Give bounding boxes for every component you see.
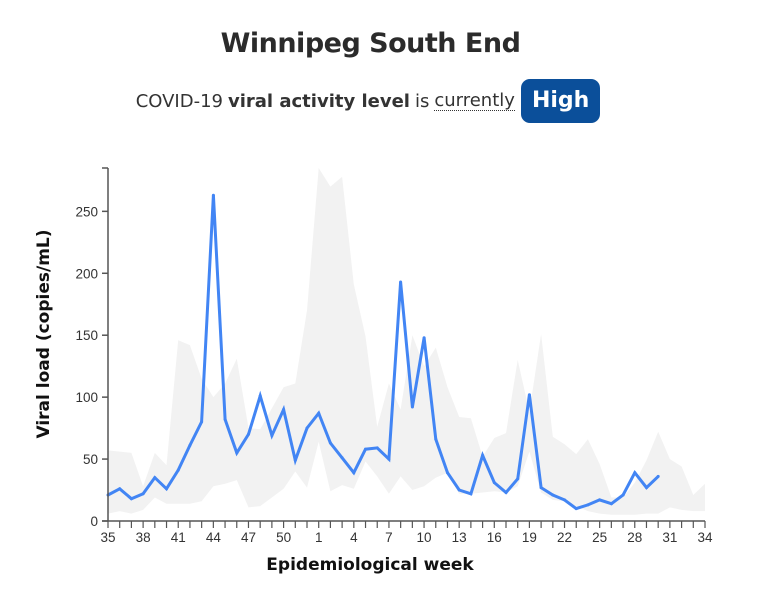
x-tick-label-25: 25 — [592, 530, 607, 545]
band-layer — [108, 168, 705, 515]
data-point-week-30 — [656, 474, 660, 478]
activity-level-badge: High — [520, 79, 601, 123]
data-point-week-50 — [282, 408, 286, 411]
data-point-week-43 — [200, 420, 204, 424]
x-tick-label-41: 41 — [171, 530, 186, 545]
data-point-week-9 — [410, 405, 414, 409]
y-tick-label-150: 150 — [75, 328, 98, 343]
data-point-week-28 — [633, 471, 637, 475]
data-point-week-23 — [574, 507, 578, 511]
line-layer — [106, 193, 660, 511]
y-tick-label-0: 0 — [90, 514, 98, 529]
x-tick-label-28: 28 — [627, 530, 642, 545]
x-tick-label-47: 47 — [241, 530, 256, 545]
x-tick-label-16: 16 — [487, 530, 502, 545]
data-point-week-27 — [621, 493, 625, 497]
data-point-week-51 — [293, 458, 297, 462]
activity-level-statement: COVID-19 viral activity level is current… — [0, 79, 741, 123]
currently-tooltip-trigger[interactable]: currently — [434, 89, 515, 111]
data-point-week-3 — [340, 456, 344, 460]
data-point-week-44 — [211, 193, 215, 197]
data-point-week-48 — [258, 394, 262, 398]
data-point-week-22 — [563, 498, 566, 502]
data-point-week-14 — [469, 492, 473, 496]
subtitle-is: is — [414, 90, 430, 112]
x-tick-label-35: 35 — [100, 530, 115, 545]
data-point-week-37 — [129, 497, 133, 501]
x-tick-label-1: 1 — [315, 530, 323, 545]
data-point-week-6 — [375, 446, 379, 450]
page-title: Winnipeg South End — [220, 28, 521, 59]
data-point-week-18 — [516, 477, 520, 481]
data-point-week-19 — [527, 393, 531, 397]
x-tick-label-22: 22 — [557, 530, 572, 545]
historical-range-band — [108, 168, 705, 515]
data-point-week-2 — [328, 441, 332, 445]
data-point-week-40 — [165, 487, 168, 491]
data-point-week-39 — [153, 476, 157, 480]
subtitle-prefix: COVID-19 — [135, 90, 223, 112]
y-axis-title: Viral load (copies/mL) — [34, 229, 54, 438]
data-point-week-17 — [504, 491, 508, 494]
x-tick-label-50: 50 — [276, 530, 291, 545]
x-tick-label-31: 31 — [662, 530, 677, 545]
data-point-week-49 — [270, 434, 274, 437]
x-tick-label-4: 4 — [350, 530, 358, 545]
data-point-week-16 — [492, 481, 496, 485]
data-point-week-24 — [586, 503, 590, 507]
data-point-week-7 — [387, 457, 391, 461]
data-point-week-21 — [551, 493, 555, 497]
data-point-week-25 — [598, 498, 602, 502]
data-point-week-36 — [118, 487, 122, 491]
x-tick-label-7: 7 — [385, 530, 393, 545]
data-point-week-38 — [141, 492, 145, 496]
y-tick-label-100: 100 — [75, 390, 98, 405]
data-point-week-15 — [481, 453, 485, 457]
data-point-week-1 — [317, 411, 321, 415]
x-tick-label-38: 38 — [136, 530, 151, 545]
x-tick-label-44: 44 — [206, 530, 222, 545]
data-point-week-45 — [223, 417, 227, 421]
data-point-week-46 — [235, 451, 239, 455]
data-point-week-47 — [247, 432, 250, 436]
data-point-week-52 — [305, 426, 309, 430]
subtitle-bold: viral activity level — [228, 91, 410, 112]
data-point-week-13 — [457, 488, 461, 492]
data-point-week-12 — [446, 471, 449, 475]
data-point-week-8 — [399, 280, 403, 284]
y-tick-label-200: 200 — [75, 266, 98, 281]
x-tick-label-19: 19 — [522, 530, 537, 545]
data-point-week-4 — [352, 471, 356, 475]
data-point-week-5 — [364, 447, 367, 451]
data-point-week-42 — [188, 443, 192, 447]
x-tick-label-34: 34 — [697, 530, 713, 545]
x-axis-title: Epidemiological week — [266, 555, 474, 575]
x-tick-label-13: 13 — [452, 530, 467, 545]
data-point-week-10 — [422, 336, 426, 340]
data-point-week-20 — [539, 486, 543, 490]
data-point-week-26 — [609, 502, 613, 506]
viral-load-line — [107, 195, 660, 511]
x-tick-label-10: 10 — [417, 530, 432, 545]
data-point-week-29 — [645, 486, 648, 490]
data-point-week-11 — [434, 437, 438, 441]
y-tick-label-250: 250 — [75, 204, 98, 219]
data-point-week-41 — [176, 468, 180, 472]
subtitle-bold-text: viral activity level — [228, 90, 410, 112]
y-tick-label-50: 50 — [83, 452, 98, 467]
